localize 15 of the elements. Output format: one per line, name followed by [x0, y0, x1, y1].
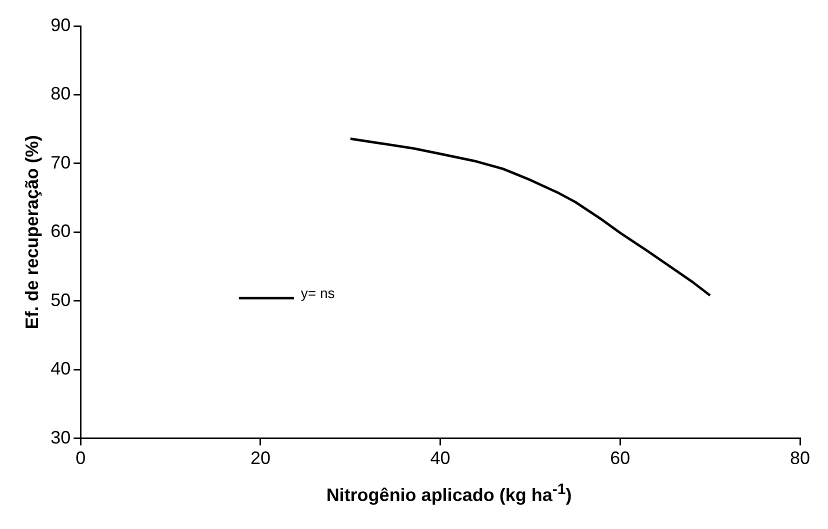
y-tick-label: 50: [50, 290, 71, 310]
y-tick-label: 40: [50, 358, 71, 379]
x-tick-label: 60: [610, 448, 630, 468]
x-tick-label: 20: [250, 448, 270, 468]
y-tick-label: 30: [50, 427, 71, 448]
y-axis-title: Ef. de recuperação (%): [22, 135, 42, 330]
y-tick-label: 60: [50, 221, 71, 242]
x-tick-label: 0: [76, 448, 86, 468]
x-tick-label: 40: [430, 448, 450, 468]
x-axis-title: Nitrogênio aplicado (kg ha$^{-1}$): [325, 481, 573, 506]
legend-label: y= ns: [300, 285, 335, 302]
y-tick-label: 80: [50, 84, 71, 104]
y-tick-label: 90: [50, 14, 71, 35]
y-tick-label: 70: [50, 152, 71, 172]
x-tick-label: 80: [790, 448, 810, 468]
